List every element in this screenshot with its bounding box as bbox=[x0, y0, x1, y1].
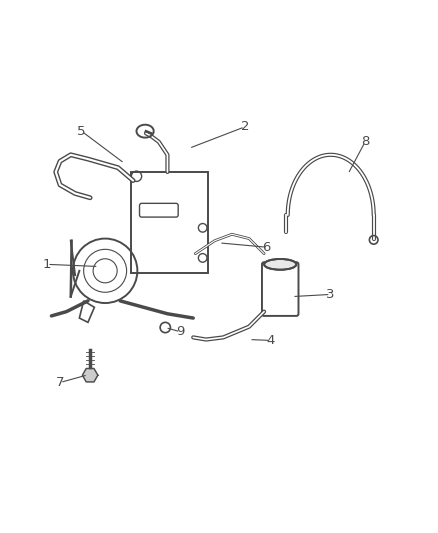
Text: 6: 6 bbox=[262, 241, 270, 254]
Text: 2: 2 bbox=[240, 120, 249, 133]
Text: 8: 8 bbox=[361, 135, 369, 148]
Text: 7: 7 bbox=[56, 376, 64, 389]
Text: 4: 4 bbox=[266, 334, 275, 347]
Text: 3: 3 bbox=[326, 288, 335, 301]
Text: 9: 9 bbox=[176, 325, 184, 338]
Polygon shape bbox=[82, 368, 98, 382]
Ellipse shape bbox=[264, 259, 297, 270]
Text: 1: 1 bbox=[43, 258, 51, 271]
Text: 5: 5 bbox=[77, 125, 86, 138]
